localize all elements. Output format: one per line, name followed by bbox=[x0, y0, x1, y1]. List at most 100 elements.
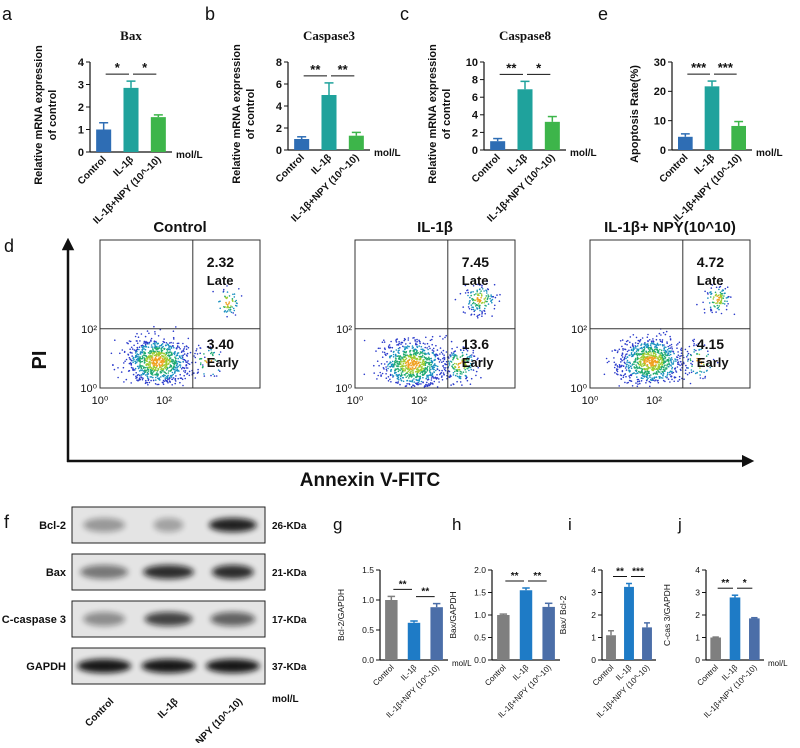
event-dot bbox=[387, 367, 389, 370]
event-dot bbox=[141, 357, 144, 360]
unit-label: mol/L bbox=[374, 148, 401, 159]
event-dot bbox=[721, 290, 723, 292]
event-dot bbox=[408, 355, 410, 357]
event-dot bbox=[666, 349, 669, 351]
event-dot bbox=[417, 369, 420, 372]
event-dot bbox=[425, 336, 427, 339]
event-dot bbox=[436, 368, 439, 371]
panel-label: c bbox=[400, 4, 409, 24]
event-dot bbox=[664, 351, 667, 353]
event-dot bbox=[715, 311, 717, 313]
event-dot bbox=[390, 369, 392, 372]
event-dot bbox=[469, 383, 472, 386]
event-dot bbox=[130, 363, 132, 365]
event-dot bbox=[183, 350, 185, 353]
event-dot bbox=[733, 313, 736, 316]
event-dot bbox=[399, 383, 401, 386]
event-dot bbox=[165, 372, 168, 375]
event-dot bbox=[618, 364, 621, 366]
blot-band bbox=[205, 659, 260, 673]
event-dot bbox=[424, 367, 427, 369]
event-dot bbox=[136, 332, 138, 335]
event-dot bbox=[696, 372, 698, 374]
event-dot bbox=[717, 300, 719, 303]
event-dot bbox=[385, 368, 388, 371]
event-dot bbox=[484, 297, 487, 299]
event-dot bbox=[479, 292, 481, 295]
event-dot bbox=[416, 371, 419, 374]
event-dot bbox=[412, 373, 415, 376]
event-dot bbox=[459, 292, 462, 295]
event-dot bbox=[470, 294, 473, 297]
event-dot bbox=[421, 352, 424, 354]
event-dot bbox=[164, 357, 166, 360]
event-dot bbox=[424, 352, 427, 355]
y-tick-label: 2 bbox=[276, 123, 282, 135]
event-dot bbox=[696, 303, 698, 306]
event-dot bbox=[641, 369, 643, 372]
event-dot bbox=[417, 352, 420, 354]
y-tick-label: 0 bbox=[472, 145, 478, 157]
event-dot bbox=[654, 372, 656, 374]
event-dot bbox=[418, 365, 421, 367]
event-dot bbox=[430, 379, 433, 381]
event-dot bbox=[668, 363, 670, 366]
event-dot bbox=[144, 374, 147, 376]
event-dot bbox=[397, 381, 400, 383]
event-dot bbox=[678, 378, 681, 381]
event-dot bbox=[470, 362, 472, 365]
event-dot bbox=[168, 342, 171, 344]
event-dot bbox=[467, 291, 470, 294]
event-dot bbox=[139, 340, 141, 342]
event-dot bbox=[715, 293, 717, 296]
event-dot bbox=[645, 351, 648, 353]
event-dot bbox=[452, 353, 454, 355]
event-dot bbox=[218, 300, 220, 303]
event-dot bbox=[151, 357, 153, 359]
bar bbox=[642, 627, 652, 660]
event-dot bbox=[491, 315, 493, 317]
event-dot bbox=[648, 372, 650, 375]
event-dot bbox=[659, 338, 661, 341]
event-dot bbox=[420, 348, 423, 351]
event-dot bbox=[679, 355, 681, 358]
significance-label: * bbox=[142, 60, 148, 75]
event-dot bbox=[634, 347, 637, 349]
x-tick-label: Control bbox=[695, 663, 720, 688]
plot-frame bbox=[99, 239, 261, 389]
event-dot bbox=[683, 378, 685, 381]
event-dot bbox=[432, 350, 435, 352]
event-dot bbox=[680, 369, 682, 372]
event-dot bbox=[461, 373, 463, 375]
bar bbox=[96, 129, 112, 152]
event-dot bbox=[648, 356, 650, 358]
event-dot bbox=[429, 339, 432, 342]
event-dot bbox=[413, 367, 416, 370]
y-axis-label: Relative mRNA expression bbox=[427, 44, 439, 184]
event-dot bbox=[231, 299, 234, 302]
event-dot bbox=[631, 364, 633, 366]
event-dot bbox=[158, 346, 160, 348]
event-dot bbox=[146, 341, 149, 344]
event-dot bbox=[469, 366, 472, 369]
event-dot bbox=[621, 352, 624, 355]
event-dot bbox=[627, 339, 629, 342]
event-dot bbox=[156, 375, 159, 377]
event-dot bbox=[478, 288, 481, 291]
event-dot bbox=[484, 307, 486, 310]
event-dot bbox=[718, 308, 720, 311]
event-dot bbox=[491, 301, 493, 304]
event-dot bbox=[219, 351, 222, 353]
event-dot bbox=[134, 350, 137, 352]
event-dot bbox=[448, 376, 451, 379]
event-dot bbox=[443, 356, 445, 359]
event-dot bbox=[445, 334, 448, 337]
event-dot bbox=[412, 362, 414, 365]
event-dot bbox=[462, 311, 465, 313]
event-dot bbox=[603, 373, 606, 376]
event-dot bbox=[206, 358, 209, 360]
event-dot bbox=[144, 361, 146, 364]
event-dot bbox=[651, 348, 653, 351]
event-dot bbox=[462, 362, 465, 365]
event-dot bbox=[668, 347, 670, 350]
